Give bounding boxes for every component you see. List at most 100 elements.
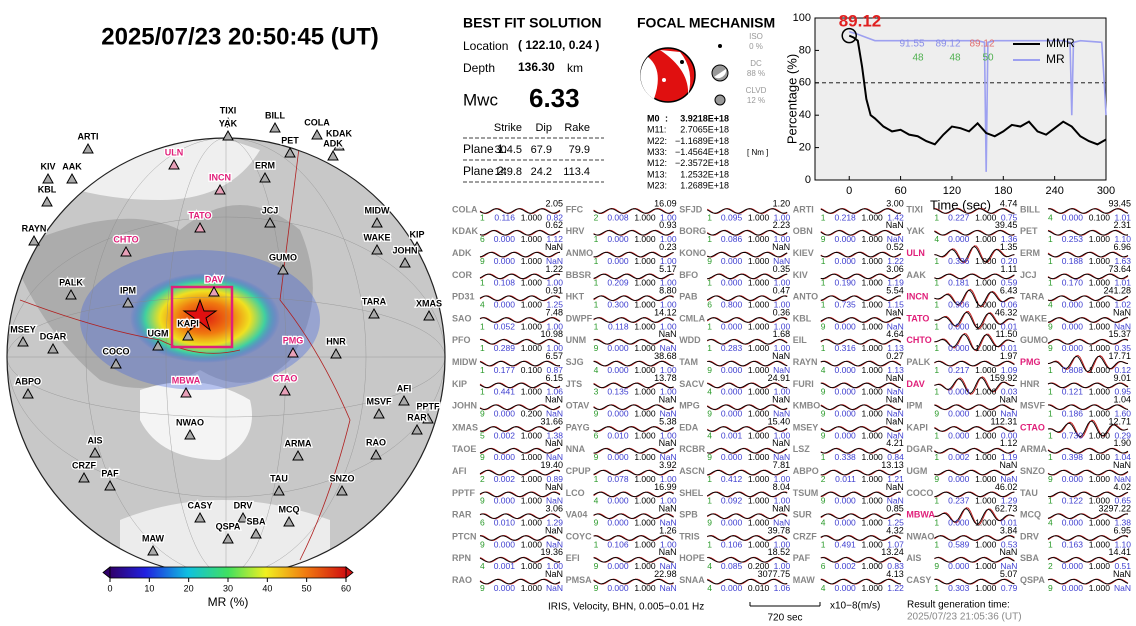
synthetic-trace — [820, 317, 901, 323]
stat-a: 0.000 — [494, 583, 516, 593]
stat-b: 1.000 — [748, 299, 770, 309]
stat-b: 1.000 — [748, 212, 770, 222]
amplitude: 3.84 — [1000, 525, 1018, 535]
station-name: ARMA — [1020, 444, 1047, 454]
station-name: RAR — [452, 510, 472, 520]
graph-area — [814, 17, 1107, 181]
stat-a: 0.052 — [494, 321, 516, 331]
station-name: CTAO — [1020, 422, 1045, 432]
quality: 1 — [821, 299, 826, 309]
stat-a: 0.730 — [1062, 430, 1084, 440]
stat-b: 1.000 — [975, 256, 997, 266]
stat-c: 1.00 — [774, 234, 791, 244]
amplitude: NaN — [772, 438, 790, 448]
stat-c: NaN — [660, 343, 677, 353]
amplitude: 2.31 — [1113, 220, 1131, 230]
stat-c: 0.87 — [546, 365, 563, 375]
x-tick-label: 60 — [894, 185, 906, 197]
focal-title: FOCAL MECHANISM — [637, 15, 775, 31]
station-name: LCO — [566, 488, 585, 498]
amplitude: 1.97 — [1000, 351, 1018, 361]
station-label: CHTO — [113, 234, 138, 244]
stat-a: 0.000 — [835, 517, 857, 527]
station-marker — [292, 449, 304, 461]
synthetic-trace — [593, 448, 674, 454]
stat-a: 0.000 — [494, 452, 516, 462]
station-name: ERM — [1020, 248, 1040, 258]
station-name: CRZF — [793, 531, 817, 541]
synthetic-trace — [934, 360, 1015, 367]
synthetic-trace — [1047, 382, 1129, 389]
stat-b: 1.000 — [634, 430, 656, 440]
station-marker — [411, 240, 423, 252]
quality: 1 — [934, 583, 939, 593]
station-marker — [222, 532, 234, 544]
station-name: BBSR — [566, 270, 592, 280]
stat-a: 0.116 — [494, 212, 515, 222]
quality: 9 — [821, 496, 826, 506]
scale-label: 720 sec — [767, 613, 802, 624]
moment-label: M22: — [647, 136, 667, 146]
quality: 3 — [594, 387, 599, 397]
stat-b: 1.000 — [634, 474, 656, 484]
station-label: DGAR — [40, 331, 67, 341]
plane-value: 24.2 — [531, 166, 552, 178]
stat-a: 0.000 — [835, 365, 857, 375]
stat-b: 1.000 — [748, 278, 770, 288]
graph: 0 60 120 180 240 300 0 20 40 60 80 100 Time (sec) Per… — [784, 11, 1115, 212]
stat-b: 1.000 — [634, 212, 656, 222]
station-label: DAV — [205, 274, 223, 284]
quality: 9 — [594, 452, 599, 462]
amplitude: 7.81 — [773, 460, 791, 470]
stat-b: 1.000 — [521, 517, 543, 527]
moment-label: M0 — [647, 113, 660, 123]
stat-c: 1.00 — [660, 299, 677, 309]
synthetic-trace — [706, 513, 788, 519]
stat-a: 0.000 — [721, 387, 743, 397]
station-marker — [259, 171, 271, 183]
station-marker — [423, 309, 435, 321]
stat-c: 1.00 — [774, 321, 791, 331]
stat-b: 1.000 — [634, 299, 656, 309]
synthetic-trace — [934, 508, 1015, 525]
station-name: ANMO — [566, 248, 594, 258]
stat-c: 0.59 — [1001, 278, 1018, 288]
station-marker — [222, 129, 234, 141]
quality: 1 — [1048, 452, 1053, 462]
station-label: BILL — [265, 110, 285, 120]
quality: 4 — [934, 234, 939, 244]
amplitude: 1.22 — [545, 264, 563, 274]
amplitude: 5.38 — [659, 416, 677, 426]
station-name: MIDW — [452, 357, 477, 367]
stat-b: 1.000 — [748, 496, 770, 506]
stat-a: 0.000 — [1062, 343, 1084, 353]
quality: 1 — [594, 278, 599, 288]
stat-b: 1.000 — [634, 539, 656, 549]
station-label: DRV — [234, 500, 253, 510]
stat-b: 1.000 — [748, 256, 770, 266]
station-label: CTAO — [273, 373, 298, 383]
amplitude: NaN — [886, 395, 904, 405]
station-name: KIV — [793, 270, 808, 280]
stat-a: 0.000 — [1062, 212, 1084, 222]
synthetic-trace — [934, 311, 1015, 329]
quality: 4 — [1048, 212, 1053, 222]
x-tick-label: 300 — [1097, 185, 1115, 197]
synthetic-trace — [593, 339, 674, 345]
synthetic-trace — [1047, 251, 1129, 258]
station-name: DAV — [906, 379, 924, 389]
synthetic-trace — [479, 513, 561, 519]
synthetic-trace — [934, 578, 1015, 585]
stat-b: 0.200 — [521, 408, 543, 418]
stat-a: 0.086 — [721, 234, 743, 244]
station-marker — [370, 448, 382, 460]
station-label: COLA — [304, 117, 330, 127]
station-marker — [368, 307, 380, 319]
stat-a: 0.002 — [494, 430, 516, 440]
quality: 9 — [480, 452, 485, 462]
y-tick-label: 20 — [799, 142, 811, 154]
station-label: PPTF — [416, 401, 440, 411]
quality: 1 — [821, 256, 826, 266]
quality: 1 — [594, 539, 599, 549]
series-line — [848, 34, 1107, 146]
